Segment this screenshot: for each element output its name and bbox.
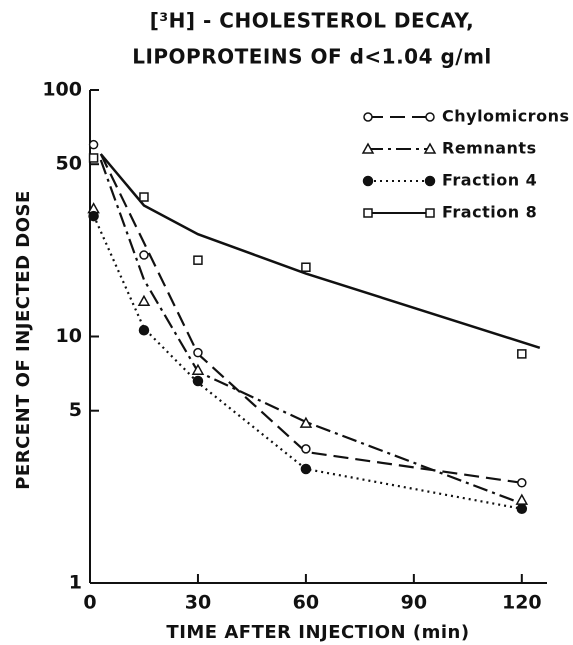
marker <box>301 444 311 454</box>
y-tick-label: 100 <box>42 79 82 101</box>
series-line <box>99 153 541 349</box>
marker <box>517 478 527 488</box>
y-tick-label: 1 <box>69 572 82 594</box>
marker <box>425 208 435 218</box>
x-tick-label: 60 <box>293 592 319 614</box>
marker <box>361 142 375 154</box>
y-axis-label: PERCENT OF INJECTED DOSE <box>13 190 34 490</box>
marker <box>299 416 313 428</box>
chart-title: [³H] - CHOLESTEROL DECAY, <box>150 9 474 33</box>
y-tick-label: 5 <box>69 399 82 421</box>
marker <box>139 192 149 202</box>
marker <box>192 375 204 387</box>
y-tick-label: 10 <box>56 325 82 347</box>
x-tick-label: 30 <box>185 592 211 614</box>
marker <box>88 139 99 150</box>
legend-label: Remnants <box>442 139 537 158</box>
y-tick-label: 50 <box>56 153 82 175</box>
legend-label: Fraction 4 <box>442 171 537 190</box>
marker <box>300 463 312 475</box>
marker <box>363 112 373 122</box>
marker <box>515 493 529 505</box>
x-axis-label: TIME AFTER INJECTION (min) <box>166 622 469 643</box>
marker <box>423 142 437 154</box>
legend-label: Fraction 8 <box>442 203 537 222</box>
marker <box>363 208 373 218</box>
marker <box>88 153 99 163</box>
marker <box>193 347 203 358</box>
marker <box>193 255 203 265</box>
marker <box>191 363 205 375</box>
marker <box>139 250 149 260</box>
marker <box>517 349 527 359</box>
marker <box>301 262 311 272</box>
x-tick-label: 0 <box>83 592 96 614</box>
marker <box>362 175 374 187</box>
x-tick-label: 90 <box>401 592 427 614</box>
x-tick-label: 120 <box>502 592 542 614</box>
marker <box>424 175 436 187</box>
chart-title: LIPOPROTEINS OF d<1.04 g/ml <box>132 45 492 69</box>
marker <box>425 112 435 122</box>
marker <box>88 210 99 222</box>
marker <box>516 503 528 515</box>
marker <box>138 325 150 336</box>
marker <box>137 294 151 306</box>
legend-label: Chylomicrons <box>442 107 569 126</box>
